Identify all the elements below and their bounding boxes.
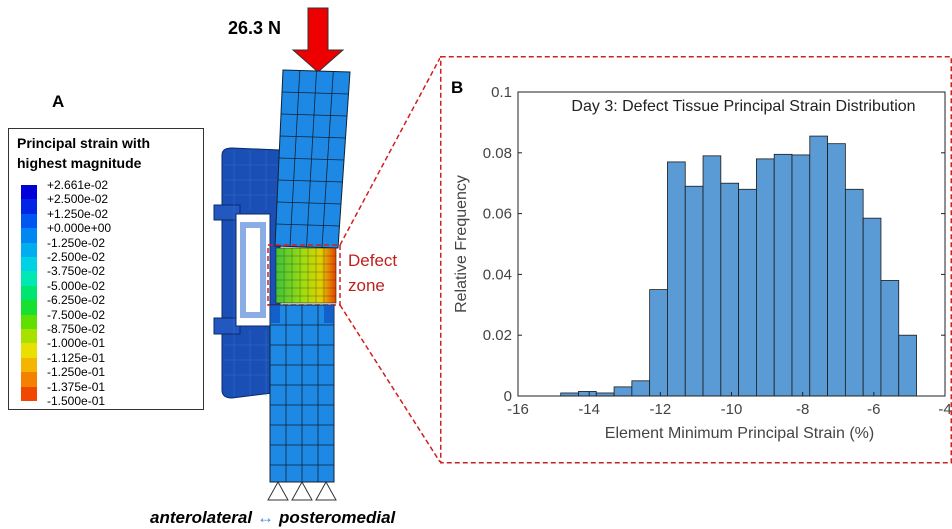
legend-swatch (21, 343, 37, 358)
load-arrow-icon (291, 7, 345, 73)
legend-swatch (21, 372, 37, 387)
legend-value: -1.500e-01 (47, 394, 106, 408)
legend-value: -1.000e-01 (47, 336, 106, 351)
y-axis-label: Relative Frequency (453, 175, 470, 313)
legend-title: Principal strain with highest magnitude (17, 135, 151, 171)
zoom-line-top (339, 57, 440, 246)
legend-swatch (21, 285, 37, 301)
y-tick-label: 0.06 (483, 206, 512, 223)
panel-b-label: B (451, 78, 464, 97)
force-label: 26.3 N (228, 18, 282, 38)
histogram-bar (880, 280, 900, 397)
x-axis-label: Element Minimum Principal Strain (%) (605, 425, 874, 442)
chart-title: Day 3: Defect Tissue Principal Strain Di… (571, 98, 915, 115)
x-tick-label: -10 (721, 401, 743, 418)
upper-bone-segment (274, 69, 351, 249)
legend-swatch (21, 314, 37, 329)
x-tick-label: -12 (649, 401, 671, 418)
legend-swatch (21, 300, 37, 315)
x-tick-label: -14 (578, 401, 600, 418)
legend-value: -8.750e-02 (47, 322, 106, 336)
legend-swatch (21, 185, 37, 200)
legend-value: +2.500e-02 (47, 192, 109, 207)
histogram-bar (578, 391, 597, 397)
histogram-bar (844, 188, 864, 397)
legend-value: +2.661e-02 (47, 178, 109, 192)
histogram-bar (791, 154, 811, 397)
double-arrow-icon: ↔ (257, 508, 275, 527)
legend-swatch (21, 357, 37, 373)
legend-swatch (21, 271, 37, 286)
histogram-bar (720, 182, 740, 397)
histogram-bar (702, 155, 722, 397)
x-tick-label: -16 (507, 401, 529, 418)
legend-swatch (21, 199, 37, 214)
legend-value: +1.250e-02 (47, 206, 109, 221)
legend-value: +0.000e+00 (47, 221, 112, 236)
lower-bone-segment (269, 304, 335, 483)
fixator-plate (213, 147, 281, 399)
histogram-bar (827, 143, 846, 397)
histogram-bar (756, 158, 775, 397)
histogram-bar (667, 161, 686, 397)
legend-value: -1.125e-01 (47, 350, 106, 365)
strain-legend: Principal strain with highest magnitude … (8, 128, 204, 410)
histogram-bar (613, 386, 633, 397)
zoom-line-bottom (339, 304, 440, 463)
legend-swatch (21, 228, 37, 243)
legend-swatch (21, 386, 37, 401)
legend-swatch (21, 257, 37, 272)
anterolateral-label: anterolateral (150, 508, 253, 527)
legend-swatch (21, 242, 37, 257)
legend-value: -1.375e-01 (47, 379, 106, 394)
legend-value: -6.250e-02 (47, 293, 106, 308)
panel-a-label: A (52, 92, 65, 111)
histogram-bar (862, 217, 882, 397)
x-tick-label: -4 (938, 401, 951, 418)
histogram-bar (738, 188, 757, 397)
y-tick-label: 0.02 (483, 327, 512, 344)
defect-zone-label: Defect zone (348, 251, 398, 295)
y-tick-label: 0.04 (483, 266, 512, 283)
legend-swatch (21, 213, 37, 229)
legend-value: -1.250e-02 (47, 235, 106, 250)
histogram-bar (684, 185, 704, 397)
histogram-bar (649, 289, 668, 397)
x-tick-label: -6 (867, 401, 880, 418)
histogram-bar (898, 334, 917, 397)
y-tick-label: 0 (504, 388, 512, 405)
finite-element-model (213, 7, 440, 501)
legend-value: -7.500e-02 (47, 307, 106, 322)
direction-legend: anterolateral ↔ posteromedial (150, 508, 395, 528)
histogram-bar (809, 135, 828, 397)
legend-value: -2.500e-02 (47, 250, 106, 264)
x-tick-label: -8 (796, 401, 809, 418)
panel-b-frame (440, 56, 952, 464)
histogram-bar (773, 153, 793, 397)
histogram-bar (631, 380, 651, 397)
legend-value: -5.000e-02 (47, 278, 106, 293)
fixed-support-icon (267, 480, 337, 501)
y-tick-label: 0.08 (483, 145, 512, 162)
y-tick-label: 0.1 (491, 84, 512, 101)
posteromedial-label: posteromedial (279, 508, 396, 527)
legend-value: -3.750e-02 (47, 264, 106, 279)
legend-value: -1.250e-01 (47, 365, 106, 380)
legend-swatch (21, 329, 37, 344)
